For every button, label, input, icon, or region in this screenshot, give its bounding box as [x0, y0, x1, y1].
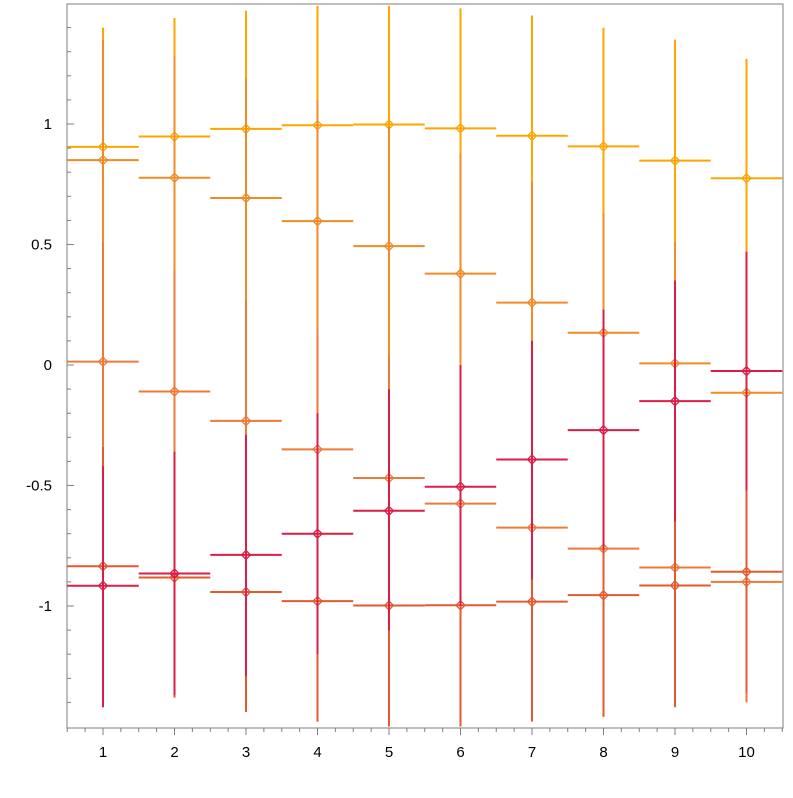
data-point-marker — [741, 566, 752, 578]
x-tick-label: 9 — [671, 744, 679, 761]
data-point-marker — [455, 268, 466, 280]
x-tick-label: 6 — [456, 744, 464, 761]
x-tick-label: 8 — [599, 744, 607, 761]
data-point-marker — [383, 505, 395, 517]
x-axis: 1 2 3 4 5 6 7 8 9 10 — [66, 728, 783, 761]
y-tick-label: 0.5 — [31, 237, 52, 254]
data-point-marker — [669, 580, 681, 591]
x-tick-label: 4 — [313, 744, 321, 761]
series-5 — [67, 251, 783, 708]
data-point-marker — [526, 596, 538, 608]
x-tick-label: 1 — [99, 744, 107, 761]
data-point-marker — [598, 424, 609, 436]
data-point-marker — [455, 481, 466, 493]
y-tick-label: -1 — [39, 598, 52, 615]
data-point-marker — [169, 386, 180, 397]
x-tick-label: 2 — [170, 744, 178, 761]
x-tick-label: 3 — [242, 744, 250, 761]
y-axis: 1 0.5 0 -0.5 -1 — [26, 27, 74, 703]
y-tick-label: 0 — [44, 357, 52, 374]
x-tick-label: 5 — [385, 744, 393, 761]
data-point-marker — [741, 172, 752, 184]
y-tick-label: -0.5 — [26, 478, 52, 495]
data-point-marker — [598, 589, 609, 601]
data-point-marker — [169, 568, 180, 579]
x-tick-label: 7 — [528, 744, 536, 761]
data-point-marker — [312, 528, 323, 540]
data-point-marker — [383, 240, 395, 252]
data-point-marker — [669, 155, 681, 167]
data-point-marker — [240, 549, 252, 561]
data-point-marker — [455, 122, 466, 134]
data-point-marker — [240, 415, 252, 427]
data-point-marker — [526, 454, 538, 465]
data-point-marker — [598, 140, 609, 152]
data-point-marker — [97, 154, 109, 166]
data-marks — [67, 5, 783, 727]
data-point-marker — [312, 215, 323, 227]
data-point-marker — [526, 297, 538, 309]
x-tick-label: 10 — [738, 744, 755, 761]
data-point-marker — [741, 365, 752, 377]
data-point-marker — [526, 130, 538, 142]
data-point-marker — [97, 356, 109, 368]
data-point-marker — [97, 580, 109, 592]
y-tick-label: 1 — [44, 116, 52, 133]
data-point-marker — [455, 599, 466, 611]
data-point-marker — [240, 192, 252, 204]
data-point-marker — [169, 172, 180, 184]
data-point-marker — [669, 395, 681, 407]
